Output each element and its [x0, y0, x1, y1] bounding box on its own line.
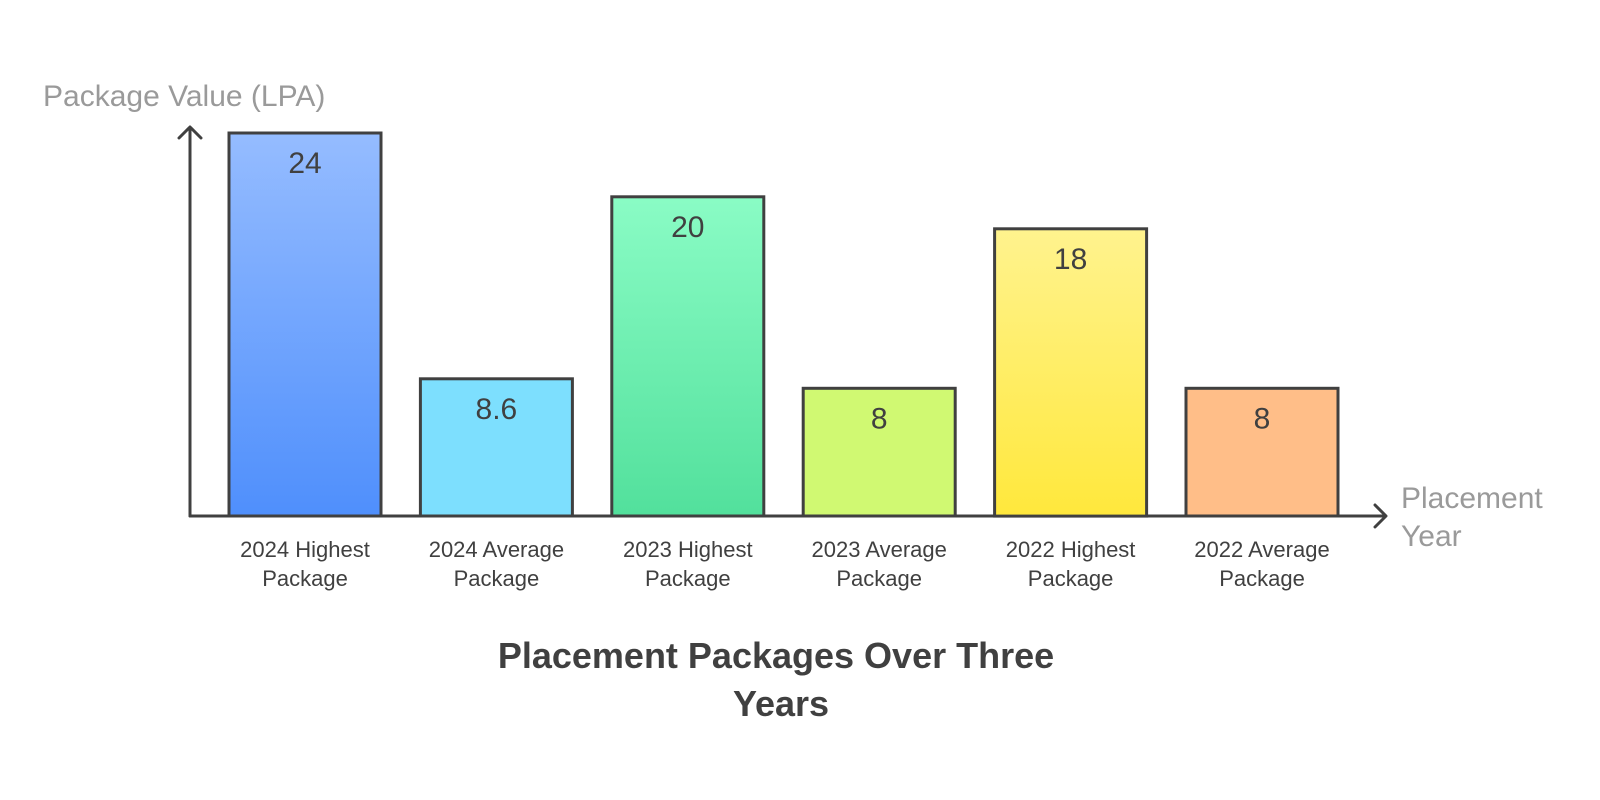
category-label-6-line-2: Package — [1219, 566, 1305, 591]
category-label-2: 2024 Average Package — [429, 537, 564, 591]
bars-group: 24 8.6 20 8 18 8 — [227, 131, 1340, 518]
category-label-1-line-2: Package — [262, 566, 348, 591]
x-axis-title-line-1: Placement — [1401, 482, 1543, 515]
bar-value-label-4: 8 — [871, 402, 888, 435]
category-label-4-line-1: 2023 Average — [812, 537, 947, 562]
category-label-4-line-2: Package — [836, 566, 922, 591]
category-label-3: 2023 Highest Package — [623, 537, 753, 591]
bar-2 — [418, 377, 574, 518]
bar-1 — [227, 131, 383, 518]
category-label-5-line-1: 2022 Highest — [1006, 537, 1136, 562]
bar-value-label-5: 18 — [1054, 243, 1087, 276]
bar-3 — [610, 195, 766, 518]
bar-5 — [993, 227, 1149, 518]
category-label-2-line-1: 2024 Average — [429, 537, 564, 562]
category-label-1: 2024 Highest Package — [240, 537, 370, 591]
category-label-6: 2022 Average Package — [1194, 537, 1329, 591]
bar-6 — [1184, 386, 1340, 518]
category-label-2-line-2: Package — [454, 566, 540, 591]
bar-value-label-6: 8 — [1254, 402, 1271, 435]
category-label-6-line-1: 2022 Average — [1194, 537, 1329, 562]
bar-value-label-2: 8.6 — [476, 393, 518, 426]
y-axis-title: Package Value (LPA) — [43, 80, 325, 113]
x-axis-title-line-2: Year — [1401, 520, 1462, 553]
chart-title: Placement Packages Over Three Years — [498, 635, 1064, 724]
bar-4 — [801, 386, 957, 518]
category-label-3-line-2: Package — [645, 566, 731, 591]
x-axis-title: Placement Year — [1401, 482, 1551, 553]
bar-value-label-3: 20 — [671, 211, 704, 244]
chart-title-line-2: Years — [733, 683, 829, 724]
category-label-4: 2023 Average Package — [812, 537, 947, 591]
y-axis-arrow-icon — [177, 125, 203, 140]
category-label-5-line-2: Package — [1028, 566, 1114, 591]
chart-title-line-1: Placement Packages Over Three — [498, 635, 1054, 676]
x-axis-arrow-icon — [1373, 503, 1388, 529]
category-label-3-line-1: 2023 Highest — [623, 537, 753, 562]
category-label-5: 2022 Highest Package — [1006, 537, 1136, 591]
category-label-1-line-1: 2024 Highest — [240, 537, 370, 562]
bar-value-label-1: 24 — [288, 147, 321, 180]
